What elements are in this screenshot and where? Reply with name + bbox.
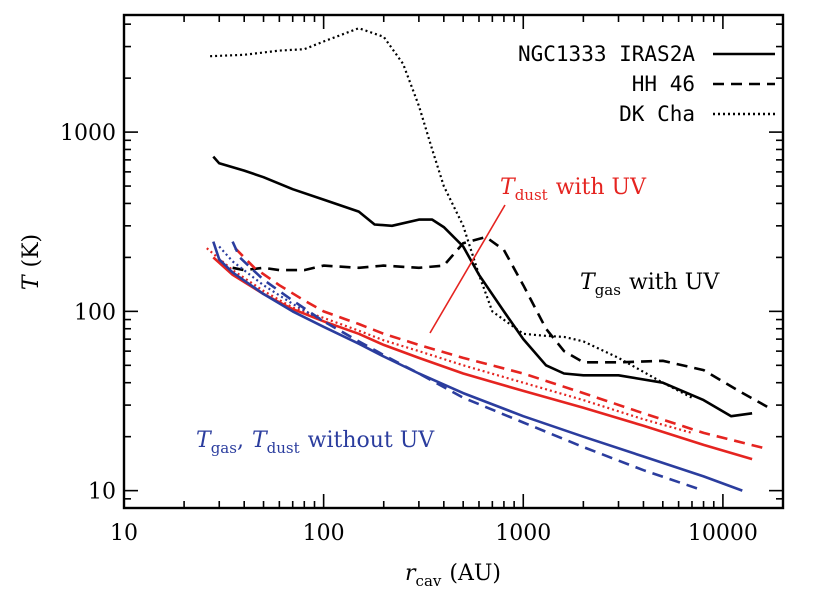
x-axis-label-unit: (AU): [449, 561, 501, 586]
series-layer: [206, 27, 770, 492]
x-axis-label-main: r: [405, 561, 417, 586]
series-line-dk-cha-tgas-tdust-without-uv: [218, 245, 325, 323]
annotation-tgas-with-uv: Tgas with UV: [580, 270, 720, 299]
legend-label-dkcha: DK Cha: [619, 102, 695, 126]
annotation-tdust-sub: dust: [515, 186, 548, 204]
y-axis-label-main: T: [19, 273, 44, 290]
x-tick-label: 10000: [688, 521, 758, 546]
annotation-tgas-sub: gas: [595, 281, 621, 299]
legend-label-hh46: HH 46: [632, 72, 695, 96]
series-line-hh-46-tdust-with-uv: [234, 247, 770, 451]
series-line-ngc1333-iras2a-tgas-tdust-without-uv: [212, 241, 743, 492]
annotation-nouv-main2: T: [252, 428, 269, 453]
plot-frame: [122, 13, 785, 510]
annotation-nouv-rest: without UV: [308, 428, 436, 453]
annotation-without-uv: Tgas, Tdust without UV: [196, 428, 435, 457]
annotation-nouv-sep: ,: [237, 428, 244, 453]
annotation-tgas-main: T: [580, 270, 597, 295]
annotation-tdust-main: T: [500, 175, 517, 200]
series-line-dk-cha-tdust-with-uv: [206, 247, 693, 434]
y-tick-label: 1000: [60, 121, 116, 146]
x-axis-label: rcav (AU): [405, 561, 501, 590]
annotation-tdust-with-uv: Tdust with UV: [500, 175, 647, 204]
series-line-hh-46-tgas-with-uv: [232, 235, 770, 409]
x-tick-label: 100: [303, 521, 345, 546]
annotation-nouv-main1: T: [196, 428, 213, 453]
y-axis-label: T (K): [19, 234, 44, 290]
series-line-ngc1333-iras2a-tgas-with-uv: [212, 155, 753, 418]
x-tick-label: 10: [110, 521, 138, 546]
legend-label-ngc1333: NGC1333 IRAS2A: [518, 42, 695, 66]
annotation-tdust-rest: with UV: [556, 175, 647, 200]
annotation-nouv-sub2: dust: [267, 439, 300, 457]
series-line-dk-cha-tgas-with-uv: [210, 27, 693, 399]
x-axis-label-sub: cav: [416, 572, 442, 590]
annotation-pointer-line: [429, 204, 506, 334]
tick-layer: 10 100 1000 10000 10 100 1000: [60, 15, 784, 546]
annotation-tgas-rest: with UV: [629, 270, 720, 295]
annotation-nouv-sub1: gas: [211, 439, 237, 457]
y-tick-label: 10: [88, 480, 116, 505]
y-tick-label: 100: [74, 300, 116, 325]
y-axis-label-unit: (K): [19, 234, 44, 268]
legend: NGC1333 IRAS2A HH 46 DK Cha: [518, 42, 775, 126]
x-tick-label: 1000: [495, 521, 551, 546]
